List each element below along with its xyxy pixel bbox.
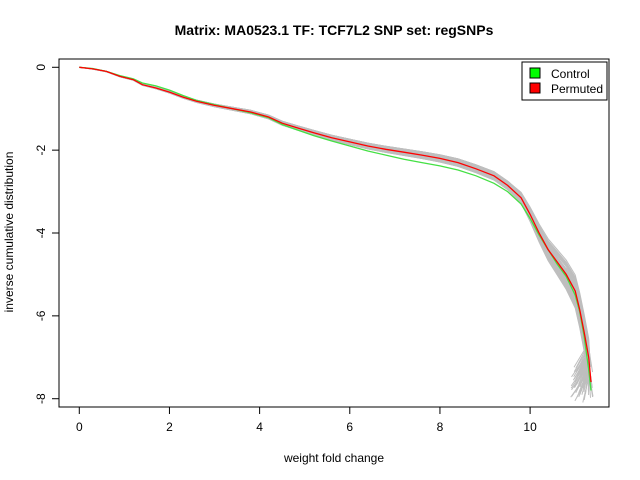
permutation-curve [79,66,590,369]
permutation-curve [79,66,590,394]
permutation-curve [79,66,590,368]
permutation-curve [79,66,590,394]
y-tick-label: -8 [34,393,48,404]
y-axis: 0 -2 -4 -6 -8 [34,64,59,404]
permutation-curve [79,66,590,391]
permutation-curve [79,66,590,398]
permutation-curve [79,66,590,373]
permutation-curve [79,66,590,381]
legend-swatch-control [529,67,541,79]
permutation-curve [79,66,593,388]
permutation-curve [79,66,590,388]
permutation-curve [79,66,590,394]
series-line-permuted [79,66,592,383]
x-tick-label: 0 [76,420,83,434]
y-tick-label: -2 [34,144,48,155]
permutation-curve [79,66,590,366]
legend-label-control: Control [551,67,590,81]
permutation-curve [79,66,590,387]
permutation-curve [79,66,590,377]
permutation-curve [79,66,590,389]
permutation-curve [79,66,590,392]
x-tick-label: 8 [437,420,444,434]
permutation-curve [79,66,590,398]
y-tick-label: -6 [34,310,48,321]
x-tick-label: 2 [166,420,173,434]
permutation-curve [79,66,590,379]
chart-title: Matrix: MA0523.1 TF: TCF7L2 SNP set: reg… [175,22,494,38]
permutation-curve [79,66,590,378]
permutation-curve [79,66,590,388]
permutation-curve [79,66,593,386]
permutation-curve [79,66,594,397]
permutation-curve [79,66,594,398]
permutation-curve [79,66,590,397]
permutation-curve [79,66,590,371]
x-axis-label: weight fold change [283,451,384,465]
permutation-curve [79,66,590,385]
permutation-curve [79,66,593,373]
permutation-curve [79,66,590,395]
permutation-curve [79,66,590,373]
permutation-curve [79,66,590,380]
legend: Control Permuted [521,61,608,101]
permutation-curve [79,66,590,380]
permutation-curve [79,66,590,369]
y-tick-label: -4 [34,227,48,238]
permutation-curve [79,66,592,367]
x-tick-label: 6 [346,420,353,434]
legend-label-permuted: Permuted [551,82,603,96]
plot-frame [58,58,610,408]
permutation-curve [79,66,590,393]
permutation-curve [79,66,590,384]
permutation-curve [79,66,590,403]
permutation-curve [79,66,590,388]
permutation-curve [79,66,590,378]
permutation-curve [79,66,590,371]
permutation-curve [79,66,590,388]
permutation-curve [79,66,590,376]
permutation-curve [79,66,590,379]
permutation-curve [79,66,590,372]
permutation-curve [79,66,591,398]
permutation-curve [79,66,590,401]
permutation-curve [79,66,590,376]
permutation-curve [79,66,590,392]
y-axis-label: inverse cumulative distribution [2,152,16,313]
x-tick-label: 4 [256,420,263,434]
permutation-curve [79,66,590,389]
permutation-curve [79,66,590,370]
permutation-curve [79,66,590,373]
permutation-curve [79,66,590,402]
permutation-curve [79,66,590,387]
legend-swatch-permuted [529,82,541,94]
permutation-curve [79,66,591,364]
permutation-curve [79,66,590,385]
permutation-curve [79,66,590,374]
permutation-curve [79,66,593,388]
permutation-curve [79,66,590,391]
permutation-curve [79,66,590,396]
permutation-curve [79,66,590,385]
x-axis: 0 2 4 6 8 10 [76,407,537,434]
permutation-curve [79,66,591,385]
permutation-curve [79,66,591,376]
permutation-curve [79,66,590,392]
permutation-curve [79,66,590,389]
x-tick-label: 10 [523,420,537,434]
permutation-curve [79,66,590,380]
permutation-curve [79,66,590,378]
permutation-curve [79,66,590,384]
permutation-curve [79,66,590,383]
permutation-curve [79,66,590,398]
permutation-curve [79,66,590,395]
series-line-control [79,66,592,391]
permutation-curve [79,66,590,377]
y-tick-label: 0 [34,64,48,71]
